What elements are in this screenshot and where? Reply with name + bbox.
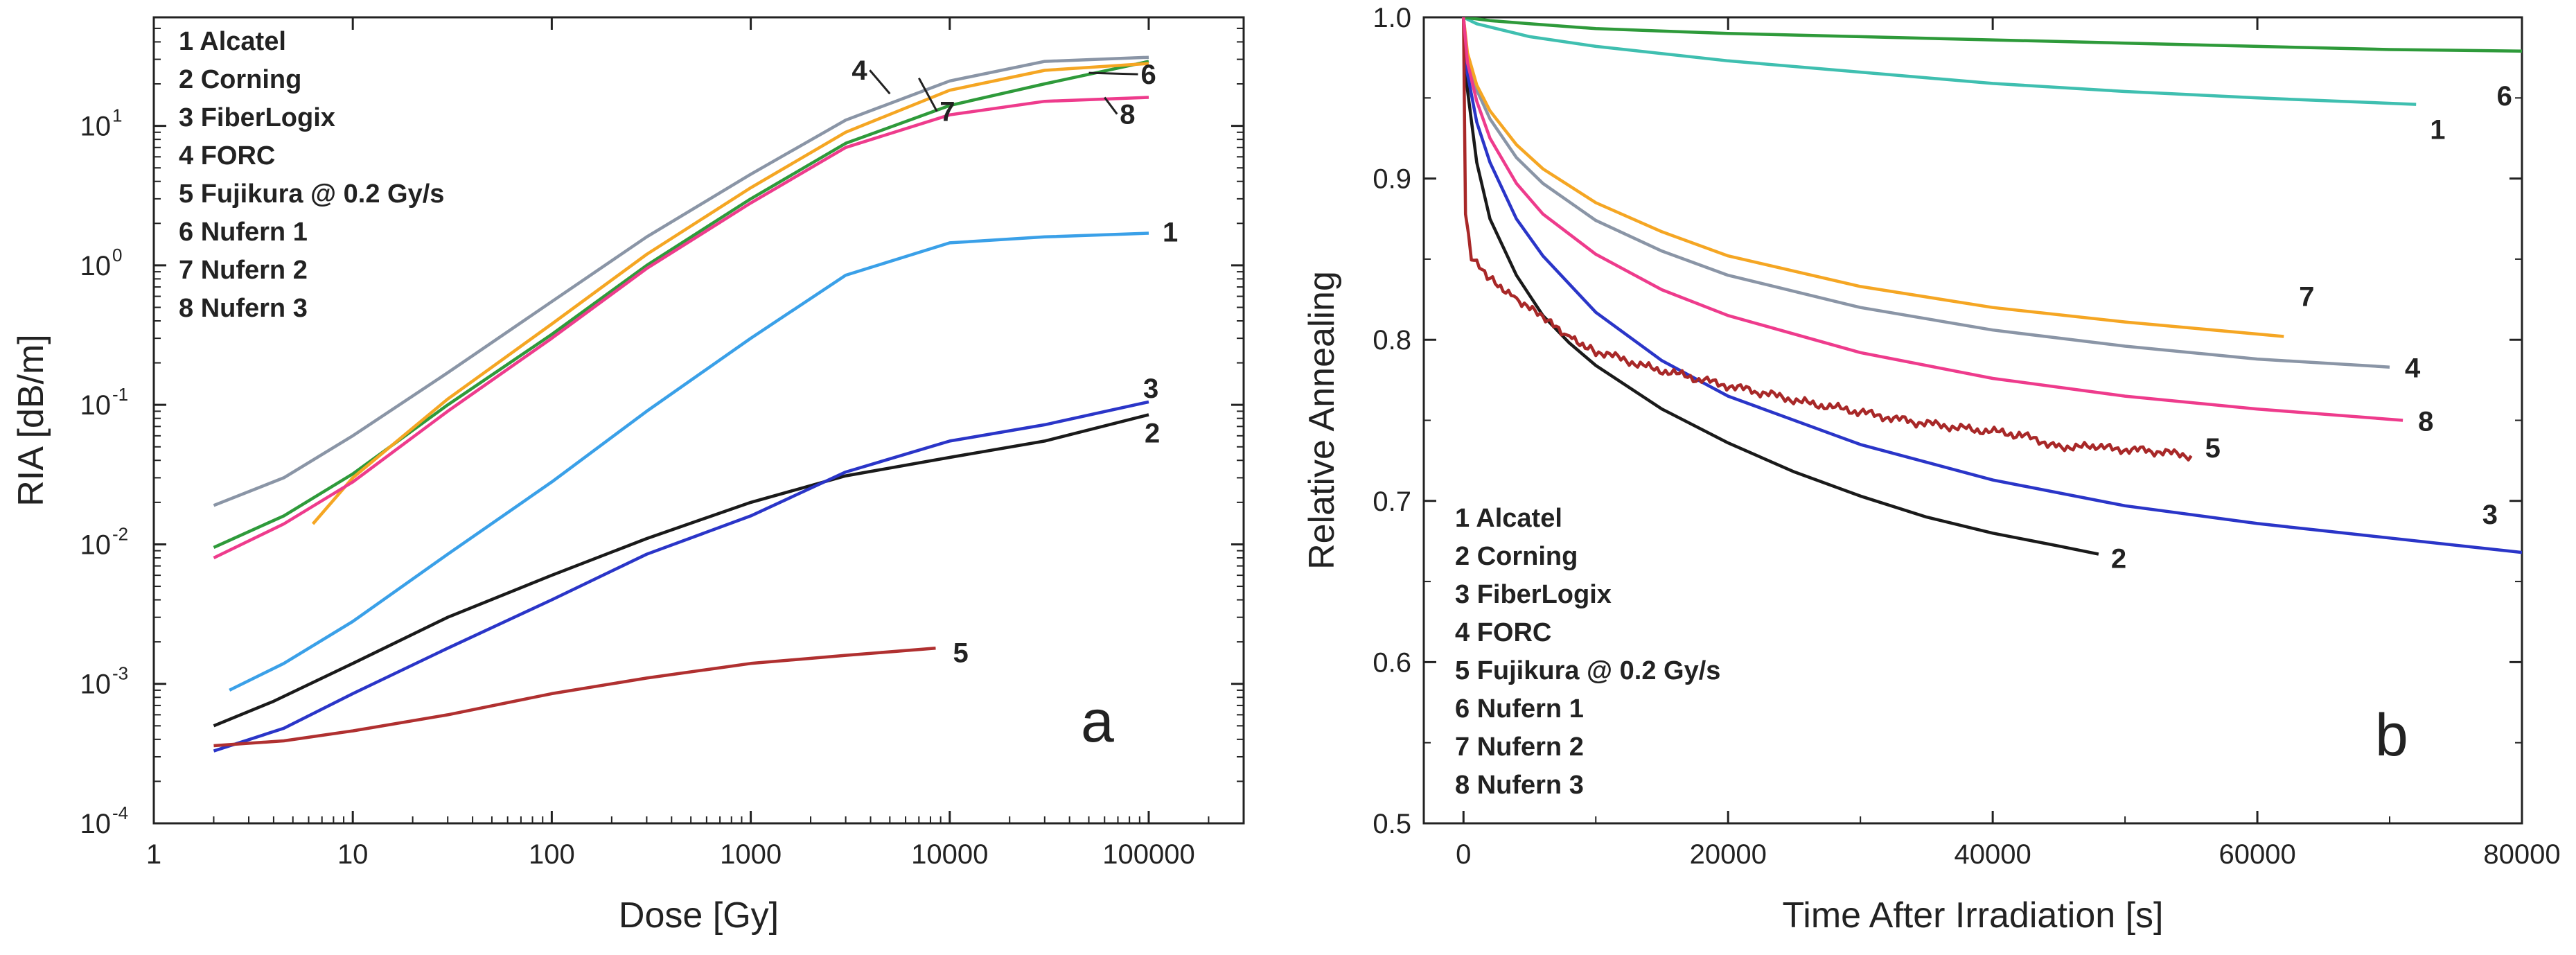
- series-label-3: 3: [1143, 374, 1158, 404]
- legend-item: 1 Alcatel: [179, 27, 286, 56]
- legend-item: 5 Fujikura @ 0.2 Gy/s: [179, 179, 444, 209]
- series-group: [213, 55, 1149, 753]
- series-line-5: [213, 647, 936, 748]
- y-tick-label: 0.7: [1373, 487, 1411, 517]
- x-tick-label: 1000: [720, 839, 782, 870]
- leader-line-6: [1088, 71, 1138, 76]
- x-axis-label: Dose [Gy]: [619, 895, 779, 936]
- series-label-6: 6: [1141, 60, 1156, 90]
- series-label-8: 8: [1120, 100, 1135, 130]
- series-line-6: [1463, 17, 2522, 53]
- y-tick-label: 0.6: [1373, 647, 1411, 678]
- plot-frame: [1422, 16, 2523, 825]
- legend-item: 4 FORC: [179, 141, 275, 170]
- legend-item: 7 Nufern 2: [179, 256, 308, 285]
- x-tick-label: 20000: [1690, 839, 1767, 870]
- x-tick-label: 10000: [911, 839, 988, 870]
- x-tick-label: 40000: [1955, 839, 2031, 870]
- series-line-3: [1462, 17, 2522, 554]
- x-tick-label: 100: [529, 839, 575, 870]
- series-line-8: [213, 96, 1149, 560]
- series-line-8: [1462, 17, 2403, 422]
- y-tick-label: 10: [80, 669, 112, 700]
- legend-item: 3 FiberLogix: [179, 103, 335, 132]
- plot-frame: [152, 16, 1245, 825]
- series-group: [1462, 17, 2522, 556]
- x-tick-label: 80000: [2483, 839, 2560, 870]
- series-line-1: [229, 231, 1149, 692]
- series-line-7: [311, 62, 1149, 525]
- legend-item: 7 Nufern 2: [1455, 733, 1584, 762]
- series-line-4: [1462, 17, 2390, 369]
- series-line-4: [213, 55, 1149, 507]
- panel-b: 0 20000 40000 60000 80000 0.5 0.6 0.7 0.8 0.9 1.0 T…: [1302, 3, 2561, 936]
- y-tick-label: 0.5: [1373, 809, 1411, 839]
- series-label-4: 4: [2405, 353, 2421, 384]
- y-tick-exponent: 1: [112, 105, 122, 126]
- y-tick-label: 10: [80, 251, 112, 281]
- y-tick-exponent: -4: [112, 803, 128, 823]
- y-tick-exponent: -1: [112, 384, 128, 405]
- series-label-2: 2: [1145, 418, 1160, 448]
- x-tick-label: 1: [146, 839, 161, 870]
- x-tick-label: 0: [1456, 839, 1471, 870]
- series-line-3: [213, 400, 1149, 753]
- legend-item: 2 Corning: [179, 65, 301, 94]
- y-tick-label: 10: [80, 390, 112, 421]
- panel-label: a: [1081, 688, 1114, 755]
- series-line-7: [1462, 17, 2284, 338]
- y-tick-label: 1.0: [1373, 3, 1411, 33]
- legend-item: 5 Fujikura @ 0.2 Gy/s: [1455, 656, 1720, 685]
- legend-item: 4 FORC: [1455, 618, 1551, 647]
- leader-line-7: [917, 77, 938, 112]
- series-label-5: 5: [2205, 433, 2221, 464]
- series-line-5: [1462, 17, 2193, 462]
- series-label-3: 3: [2482, 500, 2498, 530]
- series-label-8: 8: [2418, 407, 2433, 437]
- series-label-1: 1: [2430, 115, 2445, 146]
- legend-item: 8 Nufern 3: [1455, 771, 1584, 800]
- series-line-1: [1463, 17, 2417, 106]
- y-tick-exponent: -3: [112, 663, 128, 684]
- y-tick-label: 0.9: [1373, 164, 1411, 195]
- y-tick-label: 10: [80, 809, 112, 839]
- legend-item: 1 Alcatel: [1455, 504, 1562, 533]
- series-label-4: 4: [852, 55, 867, 86]
- y-tick-exponent: -2: [112, 523, 128, 544]
- x-tick-label: 10: [337, 839, 369, 870]
- legend: 1 Alcatel 2 Corning 3 FiberLogix 4 FORC 5 Fu…: [1455, 504, 1720, 800]
- panel-label: b: [2375, 702, 2408, 769]
- series-line-2: [1462, 17, 2099, 556]
- series-label-7: 7: [2299, 281, 2314, 312]
- series-label-5: 5: [953, 638, 969, 668]
- legend-item: 2 Corning: [1455, 542, 1578, 571]
- series-line-6: [213, 60, 1149, 549]
- legend-item: 6 Nufern 1: [1455, 694, 1584, 724]
- x-tick-label: 60000: [2218, 839, 2295, 870]
- x-axis-label: Time After Irradiation [s]: [1782, 895, 2163, 936]
- legend: 1 Alcatel 2 Corning 3 FiberLogix 4 FORC 5 Fu…: [179, 27, 444, 323]
- leader-line-8: [1104, 96, 1118, 115]
- leader-line-4: [869, 69, 891, 95]
- y-tick-label: 0.8: [1373, 325, 1411, 356]
- legend-item: 8 Nufern 3: [179, 294, 308, 323]
- legend-item: 6 Nufern 1: [179, 218, 308, 247]
- y-axis-label: Relative Annealing: [1302, 271, 1342, 570]
- series-label-1: 1: [1163, 218, 1178, 248]
- legend-item: 3 FiberLogix: [1455, 580, 1612, 609]
- series-label-7: 7: [939, 97, 955, 128]
- y-tick-exponent: 0: [112, 245, 122, 265]
- y-axis-label: RIA [dB/m]: [11, 334, 51, 507]
- series-label-2: 2: [2111, 544, 2126, 575]
- series-label-6: 6: [2497, 81, 2512, 112]
- y-tick-label: 10: [80, 529, 112, 560]
- x-tick-label: 100000: [1102, 839, 1194, 870]
- series-line-2: [213, 413, 1149, 728]
- y-tick-label: 10: [80, 112, 112, 142]
